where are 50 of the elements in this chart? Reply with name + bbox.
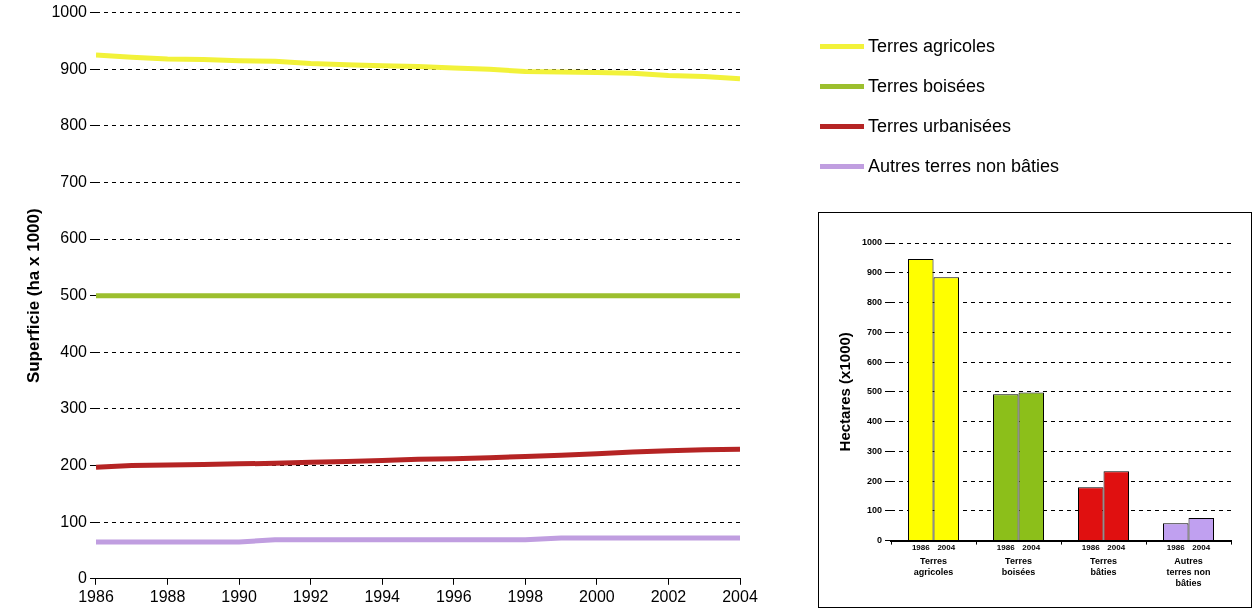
y-tick-label: 500 xyxy=(60,286,88,304)
legend-label: Autres terres non bâties xyxy=(868,155,1060,177)
y-tick-label: 600 xyxy=(60,229,88,247)
x-tick-label: 1998 xyxy=(507,587,544,605)
text: 1986 xyxy=(1081,542,1100,552)
x-tick-label: 2002 xyxy=(650,587,687,605)
series-label: 1986 xyxy=(911,542,931,552)
text: 2004 xyxy=(1192,542,1211,552)
y-tick-label: 500 xyxy=(866,386,883,397)
y-tick-label: 100 xyxy=(866,505,883,516)
x-tick-label: Terres agricoles xyxy=(913,556,954,578)
y-tick-label: 300 xyxy=(60,399,88,417)
y-axis-title: Superficie (ha x 1000) xyxy=(23,208,43,384)
series-label: 2004 xyxy=(937,542,956,552)
y-tick-label: 800 xyxy=(866,297,883,307)
x-tick-label: 1988 xyxy=(149,587,186,605)
text: 2004 xyxy=(1107,542,1126,552)
legend-label: Terres agricoles xyxy=(868,35,996,57)
x-tick-label: 2004 xyxy=(722,587,758,605)
y-axis-title: Hectares (x1000) xyxy=(836,332,854,452)
y-tick-label: 1000 xyxy=(861,237,883,248)
y-tick-label: 0 xyxy=(78,569,88,587)
x-tick-label: Terres bâties xyxy=(1090,556,1117,578)
y-tick-label: 600 xyxy=(866,356,883,367)
x-tick-label: Autres terres non bâties xyxy=(1166,556,1211,589)
text: 2004 xyxy=(1022,542,1041,552)
text: 1986 xyxy=(1166,542,1185,552)
x-tick-label: 1986 xyxy=(78,587,114,605)
x-tick-label: 1992 xyxy=(292,587,329,605)
y-tick-label: 400 xyxy=(866,416,883,427)
y-tick-label: 100 xyxy=(60,512,88,530)
x-tick-label: Terres boisées xyxy=(1001,556,1036,578)
y-tick-label: 400 xyxy=(60,342,88,360)
y-tick-label: 200 xyxy=(866,475,883,486)
y-tick-label: 900 xyxy=(866,267,883,278)
y-tick-label: 0 xyxy=(877,535,883,546)
y-tick-label: 200 xyxy=(60,455,88,473)
legend-label: Terres boisées xyxy=(868,75,986,97)
x-tick-label: 2000 xyxy=(579,587,615,605)
y-tick-label: 700 xyxy=(60,172,88,190)
y-tick-label: 1000 xyxy=(51,3,88,21)
legend-label: Terres urbanisées xyxy=(868,115,1012,137)
x-tick-label: 1994 xyxy=(364,587,401,605)
y-tick-label: 300 xyxy=(866,445,883,456)
y-tick-label: 700 xyxy=(866,326,883,337)
x-tick-label: 1996 xyxy=(435,587,472,605)
y-tick-label: 900 xyxy=(60,59,88,77)
x-tick-label: 1990 xyxy=(221,587,257,605)
text: 1986 xyxy=(996,542,1015,552)
y-tick-label: 800 xyxy=(60,116,88,134)
